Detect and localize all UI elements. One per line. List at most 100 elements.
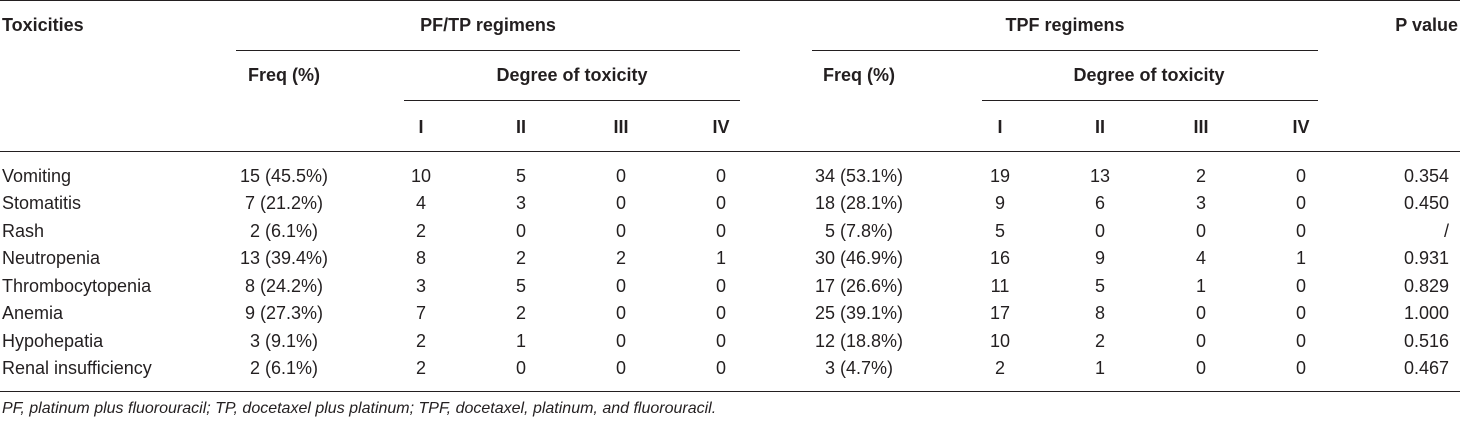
- tpf-grade-cell: 11: [990, 276, 1010, 296]
- pf-grade-cell: 0: [615, 193, 627, 213]
- tpf-grade-cell: 1: [1195, 276, 1207, 296]
- pf-freq-cell: 8 (24.2%): [244, 276, 324, 296]
- tpf-grade-cell: 19: [989, 166, 1011, 186]
- pf-grade-cell: 0: [615, 331, 627, 351]
- header-tpf-grade-ii: II: [1094, 117, 1106, 137]
- pf-grade-cell: 0: [715, 303, 727, 323]
- row-label: Stomatitis: [2, 193, 82, 213]
- p-value-cell: 0.450: [1403, 193, 1449, 213]
- pf-grade-cell: 0: [615, 303, 627, 323]
- pf-grade-cell: 2: [615, 248, 627, 268]
- tpf-grade-cell: 0: [1295, 166, 1307, 186]
- tpf-grade-cell: 1: [1295, 248, 1307, 268]
- row-label: Vomiting: [2, 166, 72, 186]
- tpf-grade-cell: 6: [1094, 193, 1106, 213]
- tpf-freq-cell: 17 (26.6%): [814, 276, 904, 296]
- pf-grade-cell: 2: [515, 303, 527, 323]
- pf-grade-cell: 5: [515, 166, 527, 186]
- row-label: Thrombocytopenia: [2, 276, 152, 296]
- tpf-grade-cell: 2: [1195, 166, 1207, 186]
- pf-grade-cell: 3: [515, 193, 527, 213]
- header-tpf-degree: Degree of toxicity: [1073, 65, 1225, 85]
- tpf-freq-cell: 5 (7.8%): [824, 221, 894, 241]
- pf-freq-cell: 13 (39.4%): [239, 248, 329, 268]
- pf-grade-cell: 5: [515, 276, 527, 296]
- row-label: Anemia: [2, 303, 64, 323]
- p-value-cell: 0.516: [1403, 331, 1449, 351]
- pf-grade-cell: 0: [715, 358, 727, 378]
- header-tpf-grade-i: I: [997, 117, 1003, 137]
- tpf-freq-cell: 30 (46.9%): [814, 248, 904, 268]
- pf-freq-cell: 9 (27.3%): [244, 303, 324, 323]
- pf-grade-cell: 3: [415, 276, 427, 296]
- tpf-freq-cell: 12 (18.8%): [814, 331, 904, 351]
- header-pf-grade-iv: IV: [712, 117, 730, 137]
- header-tpf-freq: Freq (%): [823, 65, 895, 85]
- tpf-grade-cell: 0: [1094, 221, 1106, 241]
- tpf-grade-cell: 0: [1295, 276, 1307, 296]
- header-tpf-grade-iv: IV: [1292, 117, 1310, 137]
- tpf-grade-cell: 0: [1195, 358, 1207, 378]
- pf-freq-cell: 2 (6.1%): [249, 358, 319, 378]
- tpf-grade-cell: 2: [1094, 331, 1106, 351]
- pf-grade-cell: 1: [715, 248, 727, 268]
- tpf-freq-cell: 3 (4.7%): [824, 358, 894, 378]
- pf-grade-cell: 0: [715, 331, 727, 351]
- tpf-freq-cell: 25 (39.1%): [814, 303, 904, 323]
- pf-grade-cell: 7: [415, 303, 427, 323]
- pf-grade-cell: 0: [715, 221, 727, 241]
- pf-grade-cell: 0: [515, 358, 527, 378]
- tpf-grade-cell: 0: [1295, 221, 1307, 241]
- pf-grade-cell: 0: [715, 193, 727, 213]
- tpf-freq-cell: 34 (53.1%): [814, 166, 904, 186]
- header-pf-degree: Degree of toxicity: [496, 65, 648, 85]
- tpf-grade-cell: 3: [1195, 193, 1207, 213]
- tpf-grade-cell: 0: [1195, 221, 1207, 241]
- tpf-grade-cell: 0: [1295, 303, 1307, 323]
- p-value-cell: 0.467: [1403, 358, 1449, 378]
- pf-freq-cell: 2 (6.1%): [249, 221, 319, 241]
- tpf-grade-cell: 1: [1094, 358, 1106, 378]
- tpf-grade-cell: 5: [994, 221, 1006, 241]
- pf-grade-cell: 4: [415, 193, 427, 213]
- pf-grade-cell: 2: [415, 331, 427, 351]
- pf-grade-cell: 0: [715, 166, 727, 186]
- tpf-grade-cell: 16: [989, 248, 1011, 268]
- header-pf-freq: Freq (%): [248, 65, 320, 85]
- tpf-grade-cell: 0: [1295, 358, 1307, 378]
- tpf-grade-cell: 2: [994, 358, 1006, 378]
- pf-freq-cell: 15 (45.5%): [239, 166, 329, 186]
- header-pf-grade-iii: III: [613, 117, 629, 137]
- p-value-cell: 0.829: [1403, 276, 1449, 296]
- tpf-group-rule: [812, 50, 1318, 51]
- tpf-grade-cell: 0: [1195, 331, 1207, 351]
- row-label: Renal insufficiency: [2, 358, 152, 378]
- pf-grade-cell: 0: [615, 276, 627, 296]
- header-tpf-grade-iii: III: [1193, 117, 1209, 137]
- tpf-grade-cell: 9: [1094, 248, 1106, 268]
- pf-grade-cell: 2: [515, 248, 527, 268]
- header-toxicities: Toxicities: [2, 15, 84, 35]
- row-label: Hypohepatia: [2, 331, 104, 351]
- pf-freq-cell: 7 (21.2%): [244, 193, 324, 213]
- p-value-cell: 0.931: [1403, 248, 1449, 268]
- pf-grade-cell: 2: [415, 221, 427, 241]
- pf-grade-cell: 0: [615, 221, 627, 241]
- p-value-cell: /: [1443, 221, 1449, 241]
- p-value-cell: 1.000: [1403, 303, 1449, 323]
- pf-grade-cell: 10: [410, 166, 432, 186]
- pf-grade-cell: 8: [415, 248, 427, 268]
- row-label: Neutropenia: [2, 248, 101, 268]
- header-pf-grade-ii: II: [515, 117, 527, 137]
- tpf-grade-cell: 0: [1295, 193, 1307, 213]
- tpf-grade-cell: 9: [994, 193, 1006, 213]
- table-footnote: PF, platinum plus fluorouracil; TP, doce…: [2, 400, 717, 417]
- header-tpf-regimens: TPF regimens: [1005, 15, 1125, 35]
- header-bottom-rule: [0, 151, 1460, 152]
- tpf-grade-cell: 8: [1094, 303, 1106, 323]
- header-pf-tp-regimens: PF/TP regimens: [420, 15, 556, 35]
- tpf-grade-cell: 17: [989, 303, 1011, 323]
- tpf-grade-cell: 0: [1295, 331, 1307, 351]
- top-rule: [0, 0, 1460, 1]
